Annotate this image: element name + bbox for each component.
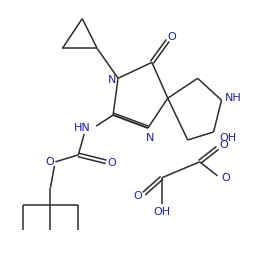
Text: O: O xyxy=(134,191,142,201)
Text: N: N xyxy=(146,133,154,143)
Text: HN: HN xyxy=(74,123,91,133)
Text: OH: OH xyxy=(219,133,236,143)
Text: O: O xyxy=(45,157,54,167)
Text: NH: NH xyxy=(225,93,242,103)
Text: OH: OH xyxy=(153,207,170,217)
Text: N: N xyxy=(108,75,116,85)
Text: O: O xyxy=(167,31,176,41)
Text: O: O xyxy=(219,140,228,150)
Text: O: O xyxy=(221,173,230,183)
Text: O: O xyxy=(108,158,116,168)
